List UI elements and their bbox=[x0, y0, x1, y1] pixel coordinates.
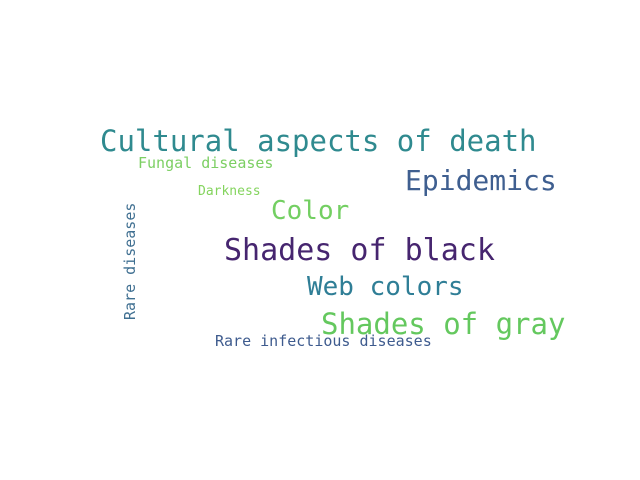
word-shades-of-gray: Shades of gray bbox=[321, 307, 566, 341]
word-web-colors: Web colors bbox=[307, 272, 464, 302]
word-epidemics: Epidemics bbox=[405, 164, 557, 197]
word-color: Color bbox=[271, 196, 350, 226]
word-fungal-diseases: Fungal diseases bbox=[138, 154, 274, 172]
word-shades-of-black: Shades of black bbox=[224, 233, 495, 268]
word-darkness: Darkness bbox=[198, 184, 261, 199]
word-rare-diseases: Rare diseases bbox=[121, 202, 139, 320]
word-cultural-aspects-of-death: Cultural aspects of death bbox=[100, 124, 537, 158]
word-rare-infectious-diseases: Rare infectious diseases bbox=[215, 332, 432, 350]
